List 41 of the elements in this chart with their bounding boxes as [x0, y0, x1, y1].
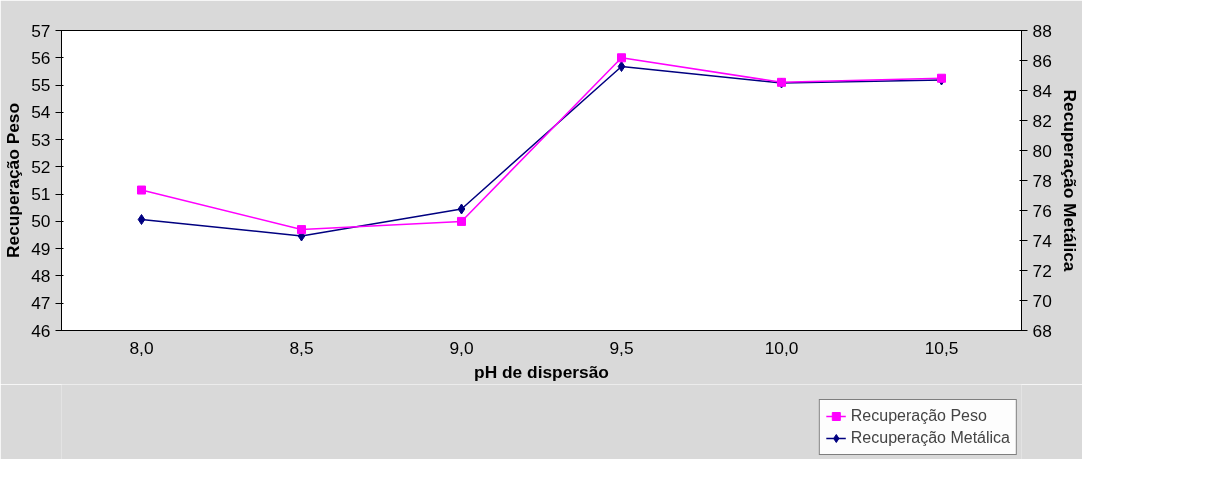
point — [617, 53, 626, 63]
point — [137, 185, 146, 195]
y2-tick-label: 82 — [1032, 110, 1052, 131]
y-tick-label: 48 — [31, 265, 51, 286]
y-tick-label: 47 — [31, 293, 51, 314]
x-tick-label: 9,5 — [609, 337, 634, 358]
x-tick-label: 8,0 — [129, 337, 154, 358]
x-axis-title: pH de dispersão — [474, 361, 609, 382]
y-tick-label: 52 — [31, 156, 51, 177]
y-tick-label: 54 — [31, 102, 51, 123]
y-tick-label: 51 — [31, 184, 51, 205]
point — [617, 61, 626, 72]
y2-tick-label: 80 — [1032, 140, 1052, 161]
y-tick-label: 50 — [31, 211, 51, 232]
legend-label: Recuperação Peso — [850, 407, 987, 425]
y-tick-label: 56 — [31, 47, 51, 68]
legend-label: Recuperação Metálica — [850, 429, 1010, 447]
y-tick-label: 57 — [31, 20, 51, 41]
y2-tick-label: 76 — [1032, 200, 1052, 221]
point — [457, 216, 466, 226]
y2-tick-label: 72 — [1032, 260, 1052, 281]
y-tick-label: 46 — [31, 320, 51, 341]
point — [457, 203, 466, 215]
y2-tick-label: 88 — [1032, 20, 1052, 41]
y2-tick-label: 78 — [1032, 170, 1052, 191]
y2-tick-label: 74 — [1032, 230, 1053, 251]
x-tick-label: 10,5 — [924, 337, 959, 358]
y2-tick-label: 86 — [1032, 50, 1052, 71]
y-axis-title: Recuperação Peso — [3, 102, 24, 259]
y-tick-label: 53 — [31, 129, 51, 150]
point — [137, 214, 146, 225]
x-tick-label: 10,0 — [764, 337, 799, 358]
y-tick-label: 49 — [31, 238, 51, 259]
x-tick-label: 8,5 — [289, 337, 314, 358]
y2-tick-label: 84 — [1032, 80, 1053, 101]
point — [297, 225, 306, 235]
y2-tick-label: 70 — [1032, 290, 1052, 311]
y2-tick-label: 68 — [1032, 320, 1052, 341]
y-tick-label: 55 — [31, 75, 51, 96]
y2-axis-title: Recuperação Metálica — [1059, 89, 1080, 272]
x-tick-label: 9,0 — [449, 337, 474, 358]
